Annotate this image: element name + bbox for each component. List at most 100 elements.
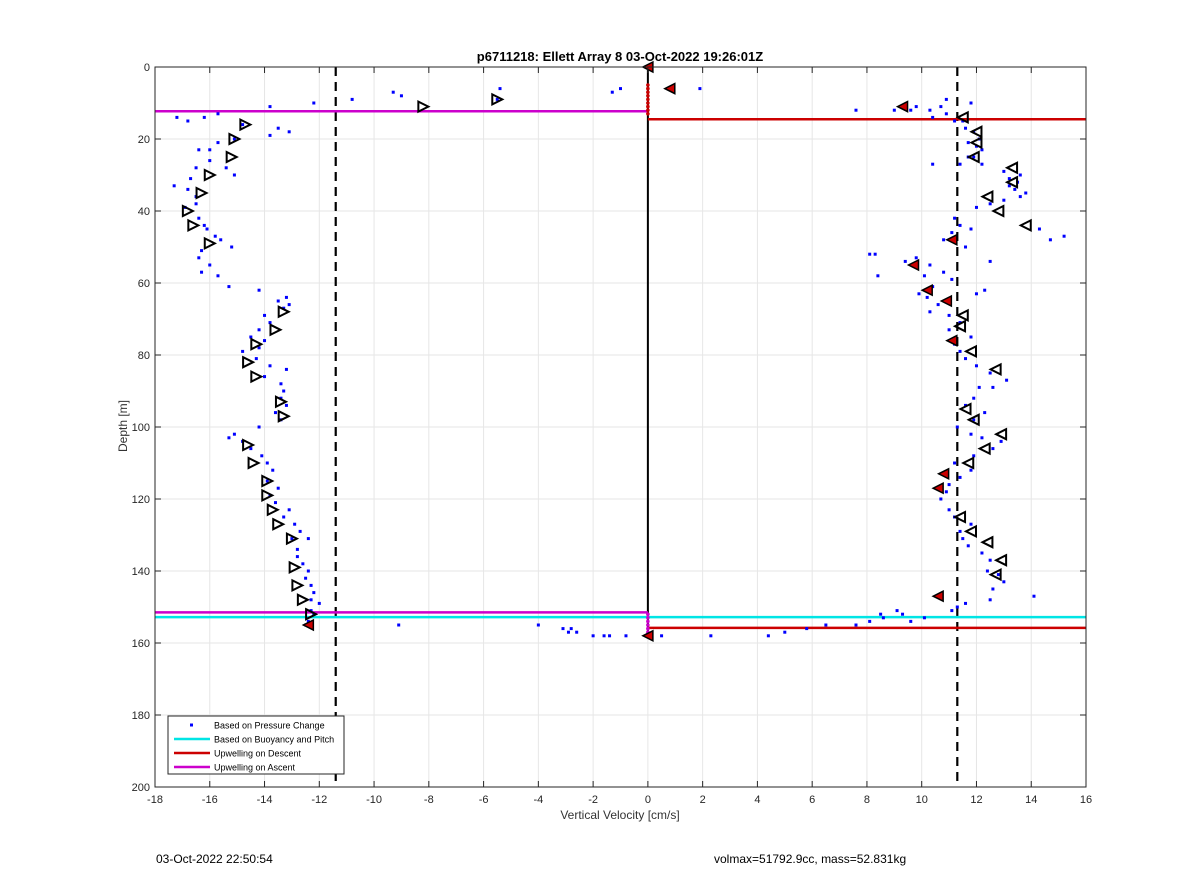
pressure-change-point [268,133,272,137]
pressure-change-point [928,108,932,112]
descent-column-point [646,83,650,87]
x-tick-label: -6 [479,794,489,806]
descent-column-point [646,86,650,91]
grid [155,67,1086,787]
ascent-marker [417,99,431,114]
pressure-change-point [969,522,973,526]
pressure-change-point [216,112,220,116]
y-tick-label: 180 [132,710,150,722]
pressure-change-point [766,634,770,638]
pressure-change-point [958,349,962,353]
pressure-change-point [985,569,989,573]
pressure-change-point [312,591,316,595]
pressure-change-point [186,187,190,191]
x-tick-label: 0 [645,794,651,806]
pressure-change-point [273,501,277,505]
pressure-change-point [1048,238,1052,242]
pressure-change-point [298,529,302,533]
pressure-change-point [205,227,209,231]
legend-label: Based on Pressure Change [214,721,325,731]
pressure-change-point [980,148,984,152]
pressure-change-point [399,94,403,98]
pressure-change-point [293,522,297,526]
descent-column-point [646,112,650,116]
pressure-change-point [197,256,201,260]
red-marker [939,294,953,308]
x-tick-label: 14 [1025,794,1037,806]
footer-volmax-mass: volmax=51792.9cc, mass=52.831kg [714,852,907,866]
pressure-change-point [947,313,951,317]
ascent-marker [187,218,201,233]
pressure-change-point [591,634,595,638]
descent-column-point [646,108,650,112]
pressure-change-point [619,87,622,91]
y-tick-label: 200 [132,782,150,794]
pressure-change-point [273,411,277,415]
pressure-change-point [903,259,907,263]
pressure-change-point [936,303,940,307]
pressure-change-point [282,389,286,393]
pressure-change-point [306,569,310,573]
pressure-change-point [972,130,976,134]
pressure-change-point [958,162,962,166]
descent-marker [988,567,1002,582]
ascent-marker [272,517,286,531]
legend: Based on Pressure Change Based on Buoyanc… [167,715,345,775]
pressure-change-point [958,529,962,533]
pressure-change-point [175,115,179,119]
pressure-change-point [227,285,231,289]
pressure-change-point [317,601,321,605]
legend-box [167,715,345,775]
pressure-change-point [953,216,957,220]
pressure-change-point [881,616,885,620]
pressure-change-point [901,612,905,616]
pressure-change-point [969,468,973,472]
x-tick-label: -4 [533,794,543,806]
pressure-change-point [909,619,913,623]
pressure-change-point [197,148,201,152]
pressure-change-point [974,292,978,296]
ascent-marker [228,132,242,146]
descent-marker [955,110,969,125]
descent-marker [955,308,969,323]
descent-marker [969,135,983,150]
pressure-change-point [947,508,951,512]
pressure-change-point [955,605,959,609]
pressure-change-point [263,313,267,317]
pressure-change-point [257,328,261,332]
pressure-change-point [698,87,702,91]
pressure-change-point [988,558,992,562]
pressure-change-point [977,385,981,389]
y-tick-label: 60 [138,278,150,290]
pressure-change-point [969,227,973,231]
pressure-change-point [944,112,948,116]
red-marker [931,481,944,495]
descent-marker [993,427,1008,441]
ascent-marker [285,531,300,546]
pressure-change-point [939,105,943,109]
pressure-change-point [805,627,809,631]
pressure-change-point [958,223,962,227]
descent-marker [988,362,1002,377]
pressure-change-point [709,634,713,638]
pressure-change-point [917,292,921,296]
descent-marker [952,319,967,333]
descent-marker [963,524,977,539]
ascent-marker [261,474,275,488]
pressure-change-point [268,364,272,368]
pressure-change-point [208,159,212,163]
ascent-column-point [646,623,650,627]
pressure-change-point [312,612,316,616]
pressure-change-point [397,623,401,627]
x-tick-label: -16 [202,794,218,806]
pressure-change-point [942,238,946,242]
pressure-change-point [566,630,570,634]
x-tick-label: -14 [257,794,273,806]
pressure-change-point [983,411,987,415]
ascent-marker [203,168,218,182]
ascent-marker [247,456,261,470]
pressure-change-point [282,515,286,519]
pressure-change-point [660,634,664,638]
pressure-change-point [1002,169,1006,173]
pressure-change-point [216,274,220,278]
